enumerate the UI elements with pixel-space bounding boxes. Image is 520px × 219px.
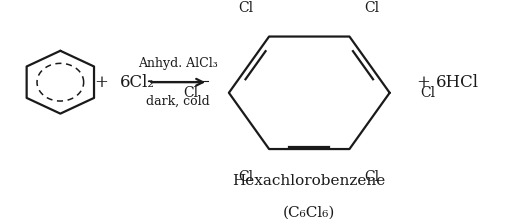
Text: Cl: Cl (365, 170, 380, 184)
Text: Cl: Cl (420, 86, 435, 100)
Text: Cl: Cl (183, 86, 198, 100)
Text: dark, cold: dark, cold (147, 95, 210, 108)
Text: Anhyd. AlCl₃: Anhyd. AlCl₃ (138, 57, 218, 70)
Text: Cl: Cl (239, 170, 254, 184)
Text: Cl: Cl (365, 1, 380, 15)
Text: (C₆Cl₆): (C₆Cl₆) (283, 205, 335, 219)
Text: 6Cl₂: 6Cl₂ (120, 74, 154, 91)
Text: 6HCl: 6HCl (436, 74, 478, 91)
Text: +: + (417, 74, 431, 91)
Text: Cl: Cl (239, 1, 254, 15)
Text: +: + (94, 74, 108, 91)
Text: Hexachlorobenzene: Hexachlorobenzene (232, 174, 386, 188)
